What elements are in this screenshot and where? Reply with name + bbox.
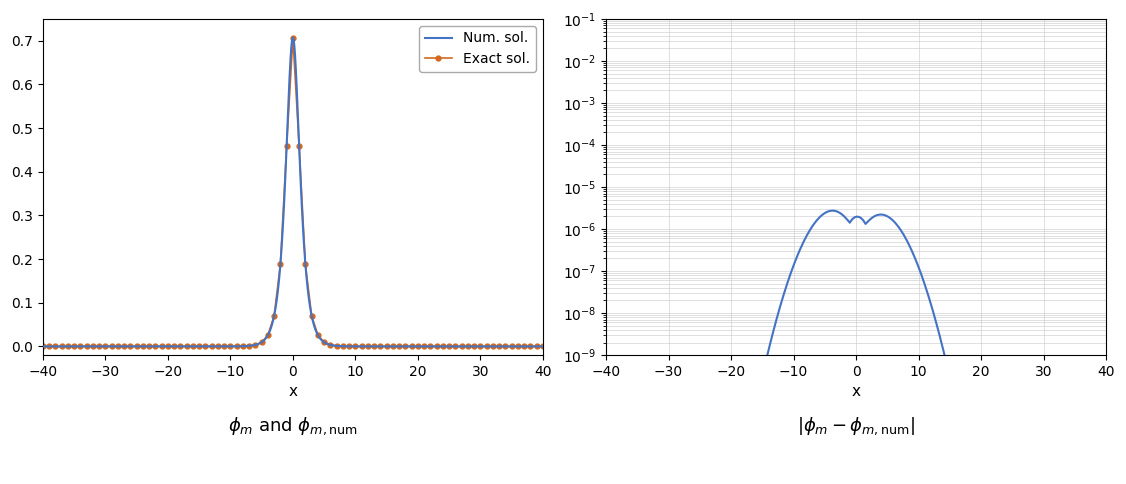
Exact sol. (448, 344, 462, 349)
X-axis label: x: x (288, 384, 297, 399)
Line: Num. sol.: Num. sol. (43, 38, 543, 347)
Num. sol. (274, 261, 287, 267)
Num. sol. (247, 343, 260, 348)
Exact sol. (474, 344, 488, 349)
Num. sol. (497, 344, 510, 349)
Text: $|\phi_m - \phi_{m,\mathrm{num}}|$: $|\phi_m - \phi_{m,\mathrm{num}}|$ (797, 416, 915, 437)
Exact sol. (36, 344, 50, 349)
Num. sol. (521, 344, 535, 349)
Num. sol. (536, 344, 549, 349)
Exact sol. (411, 344, 425, 349)
Exact sol. (286, 35, 300, 41)
Num. sol. (250, 342, 263, 348)
Num. sol. (286, 35, 300, 41)
Num. sol. (36, 344, 50, 349)
Exact sol. (492, 344, 506, 349)
Exact sol. (355, 344, 368, 349)
Exact sol. (318, 339, 331, 345)
Num. sol. (400, 344, 413, 349)
Line: Exact sol.: Exact sol. (41, 35, 545, 349)
Text: $\phi_m$ and $\phi_{m,\mathrm{num}}$: $\phi_m$ and $\phi_{m,\mathrm{num}}$ (229, 416, 358, 437)
Legend: Num. sol., Exact sol.: Num. sol., Exact sol. (419, 26, 536, 72)
X-axis label: x: x (851, 384, 860, 399)
Exact sol. (536, 344, 549, 349)
